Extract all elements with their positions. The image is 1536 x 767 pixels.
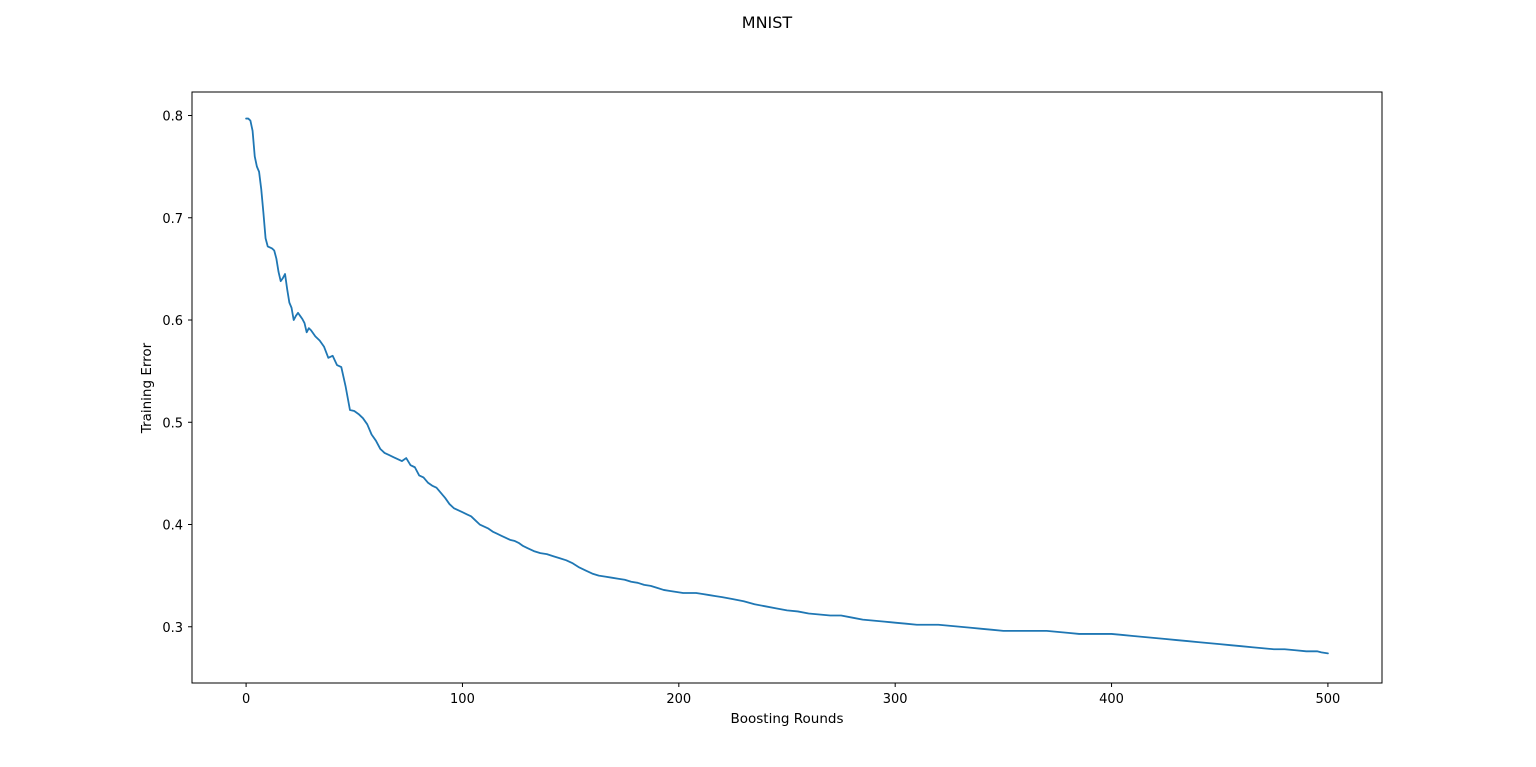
x-axis-label: Boosting Rounds — [730, 711, 843, 727]
plot-area — [191, 91, 1383, 684]
axes-frame — [191, 91, 1383, 684]
y-tick-label: 0.3 — [162, 621, 183, 636]
y-tick-label: 0.8 — [162, 110, 183, 125]
x-tick-label: 300 — [883, 692, 908, 707]
y-axis-label: Training Error — [139, 342, 155, 434]
x-tick-label: 0 — [242, 692, 250, 707]
y-tick-label: 0.6 — [162, 314, 183, 329]
y-tick-label: 0.4 — [162, 519, 183, 534]
x-tick-label: 400 — [1099, 692, 1124, 707]
y-axis-ticks: 0.3 0.4 0.5 0.6 0.7 0.8 — [162, 110, 192, 636]
series-line-0 — [245, 117, 1329, 655]
chart-title: MNIST — [742, 13, 793, 32]
x-axis-ticks: 0 100 200 300 400 500 — [242, 683, 1340, 707]
x-tick-label: 200 — [666, 692, 691, 707]
data-layer — [245, 117, 1329, 655]
x-tick-label: 100 — [450, 692, 475, 707]
y-tick-label: 0.7 — [162, 212, 183, 227]
x-tick-label: 500 — [1315, 692, 1340, 707]
y-tick-label: 0.5 — [162, 416, 183, 431]
